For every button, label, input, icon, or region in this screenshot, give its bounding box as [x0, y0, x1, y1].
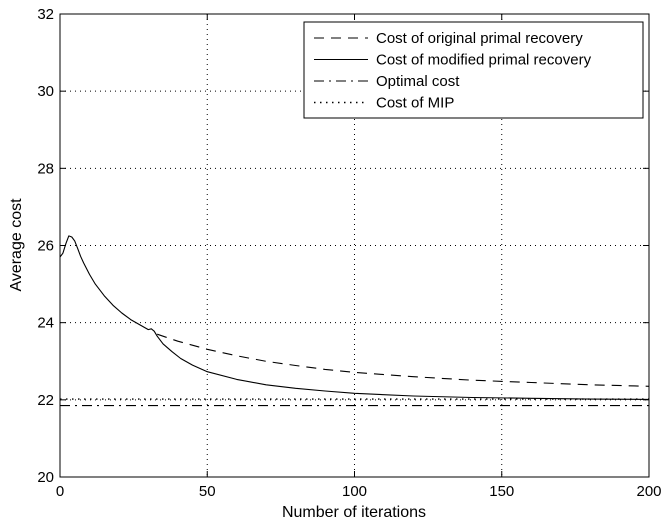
x-tick-label: 200: [636, 483, 661, 500]
legend-label-3: Optimal cost: [376, 73, 460, 90]
series-line-1: [157, 333, 650, 387]
y-tick-label: 32: [37, 6, 54, 23]
legend: Cost of original primal recovery Cost of …: [303, 21, 644, 119]
series-lines: [59, 235, 650, 407]
x-tick-label: 0: [56, 483, 64, 500]
y-tick-label: 24: [37, 315, 54, 332]
x-tick-label: 150: [489, 483, 514, 500]
legend-label-1: Cost of original primal recovery: [376, 30, 583, 47]
y-tick-label: 22: [37, 392, 54, 409]
legend-label-2: Cost of modified primal recovery: [376, 52, 592, 69]
series-line-2: [59, 235, 650, 400]
x-tick-label: 100: [342, 483, 367, 500]
axis-ticks: 0 50 100 150 200 20 22 24 26 28 30 32: [37, 6, 661, 500]
legend-label-4: Cost of MIP: [376, 95, 454, 112]
x-tick-label: 50: [199, 483, 216, 500]
y-tick-label: 30: [37, 83, 54, 100]
y-tick-label: 28: [37, 160, 54, 177]
y-tick-label: 26: [37, 238, 54, 255]
y-axis-label: Average cost: [8, 198, 25, 292]
x-axis-label: Number of iterations: [282, 504, 426, 521]
y-tick-label: 20: [37, 469, 54, 486]
legend-box: [303, 21, 644, 119]
